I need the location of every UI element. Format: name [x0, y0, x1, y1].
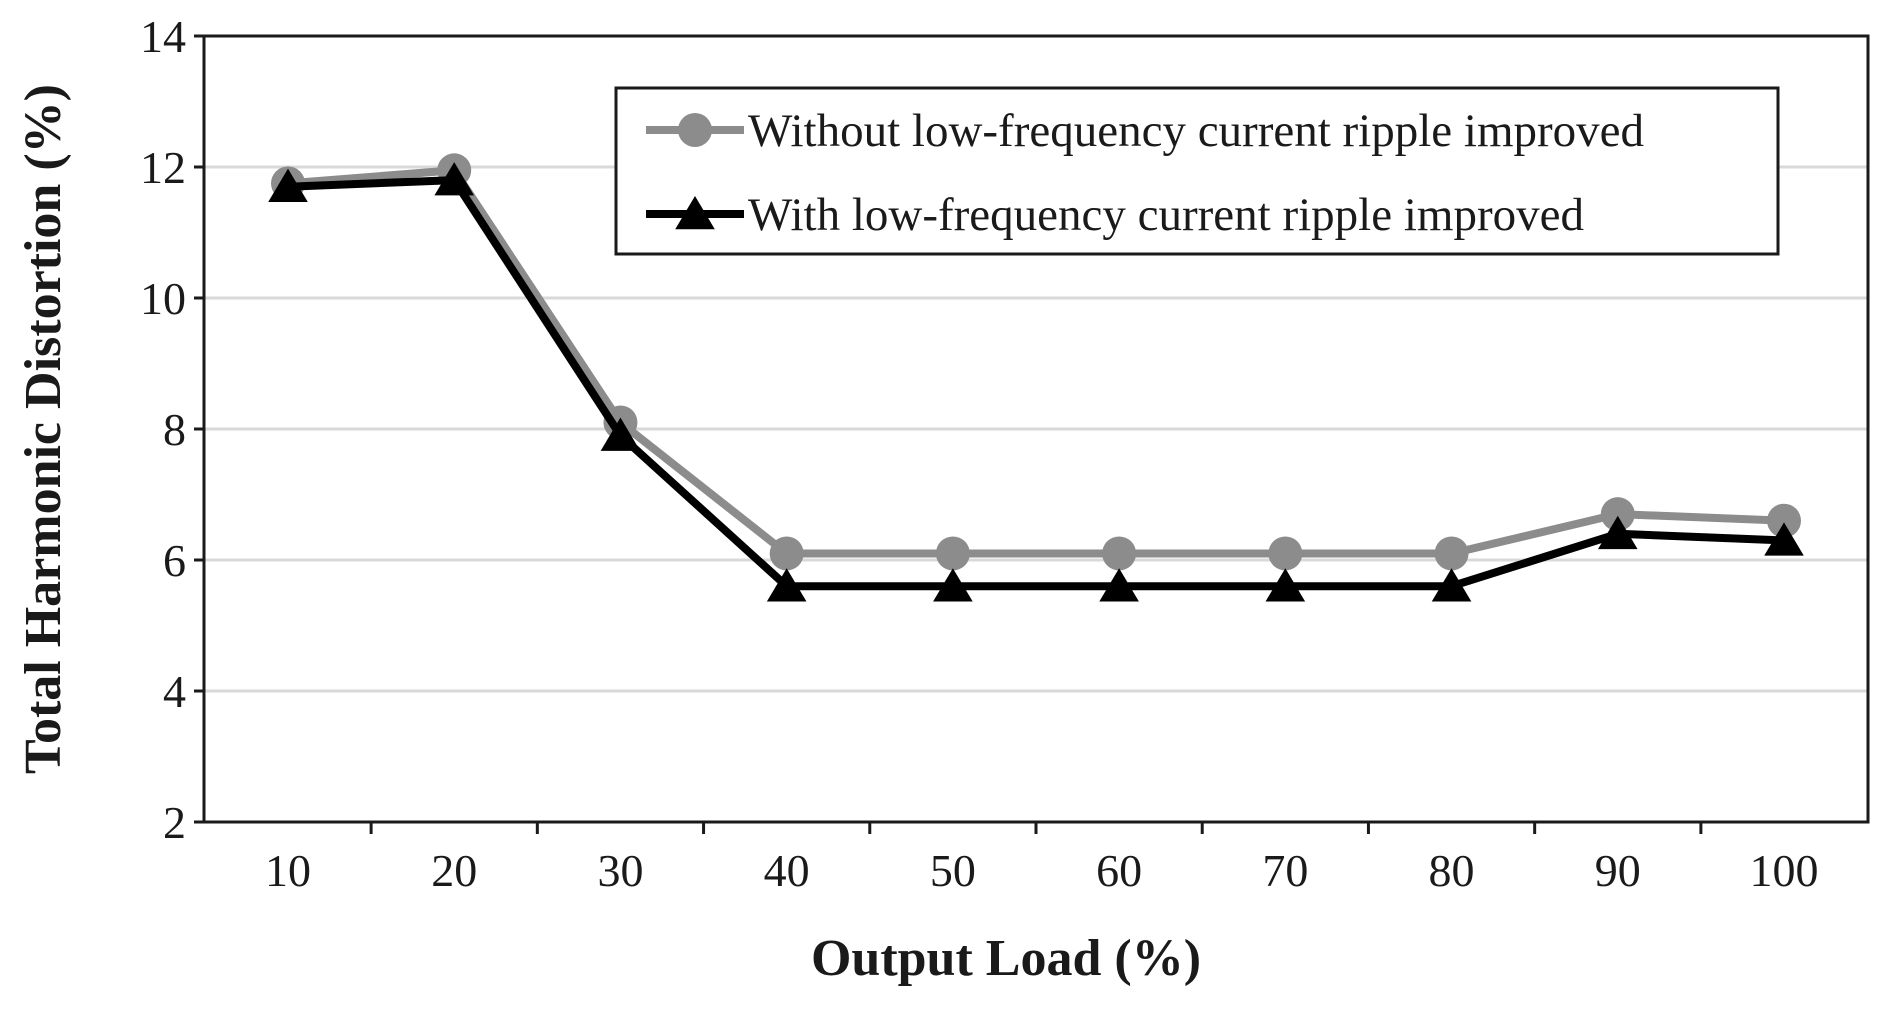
data-point — [935, 536, 970, 571]
data-point — [600, 417, 641, 451]
y-tick-label: 8 — [163, 404, 186, 455]
data-point — [434, 162, 475, 196]
data-point — [1099, 568, 1139, 602]
x-tick-label: 30 — [597, 845, 643, 896]
series-line — [287, 176, 1785, 591]
data-point — [1597, 515, 1638, 550]
x-tick-label: 10 — [265, 845, 311, 896]
x-tick-label: 40 — [764, 845, 810, 896]
x-tick-label: 20 — [431, 845, 477, 896]
series-line — [287, 166, 1785, 558]
data-point — [1764, 522, 1804, 556]
legend: Without low-frequency current ripple imp… — [614, 86, 1780, 256]
x-tick-label: 50 — [930, 845, 976, 896]
data-point — [1767, 503, 1801, 538]
x-axis-title: Output Load (%) — [811, 930, 1201, 987]
y-tick-label: 14 — [140, 11, 186, 62]
legend-label: With low-frequency current ripple improv… — [748, 189, 1584, 241]
legend-marker — [678, 113, 712, 147]
data-point — [1268, 536, 1303, 571]
legend-marker — [675, 196, 715, 230]
data-point — [268, 168, 308, 202]
y-tick-label: 6 — [163, 535, 186, 586]
data-point — [766, 568, 807, 602]
data-point — [933, 568, 973, 602]
data-point — [1102, 536, 1137, 571]
series-group — [268, 153, 1804, 602]
legend-item: With low-frequency current ripple improv… — [646, 189, 1584, 241]
x-tick-label: 70 — [1262, 845, 1308, 896]
series-2 — [268, 162, 1804, 602]
y-axis-ticks: 2 4 6 8 10 12 14 — [140, 11, 204, 848]
y-tick-label: 12 — [140, 142, 186, 193]
y-axis-title: Total Harmonic Distortion (%) — [15, 84, 72, 774]
data-point — [1434, 536, 1469, 571]
x-tick-label: 100 — [1750, 845, 1819, 896]
y-tick-label: 10 — [140, 273, 186, 324]
legend-box — [614, 86, 1780, 256]
data-point — [1600, 497, 1635, 532]
x-axis-ticks: 10 20 30 40 50 60 70 80 90 100 — [265, 822, 1819, 896]
legend-label: Without low-frequency current ripple imp… — [748, 105, 1644, 157]
data-point — [769, 536, 804, 571]
y-tick-label: 2 — [163, 797, 186, 848]
x-tick-label: 60 — [1096, 845, 1142, 896]
data-point — [1265, 568, 1306, 602]
legend-item: Without low-frequency current ripple imp… — [646, 105, 1644, 157]
x-tick-label: 80 — [1429, 845, 1475, 896]
y-tick-label: 4 — [163, 666, 186, 717]
x-tick-label: 90 — [1595, 845, 1641, 896]
data-point — [1431, 568, 1472, 602]
